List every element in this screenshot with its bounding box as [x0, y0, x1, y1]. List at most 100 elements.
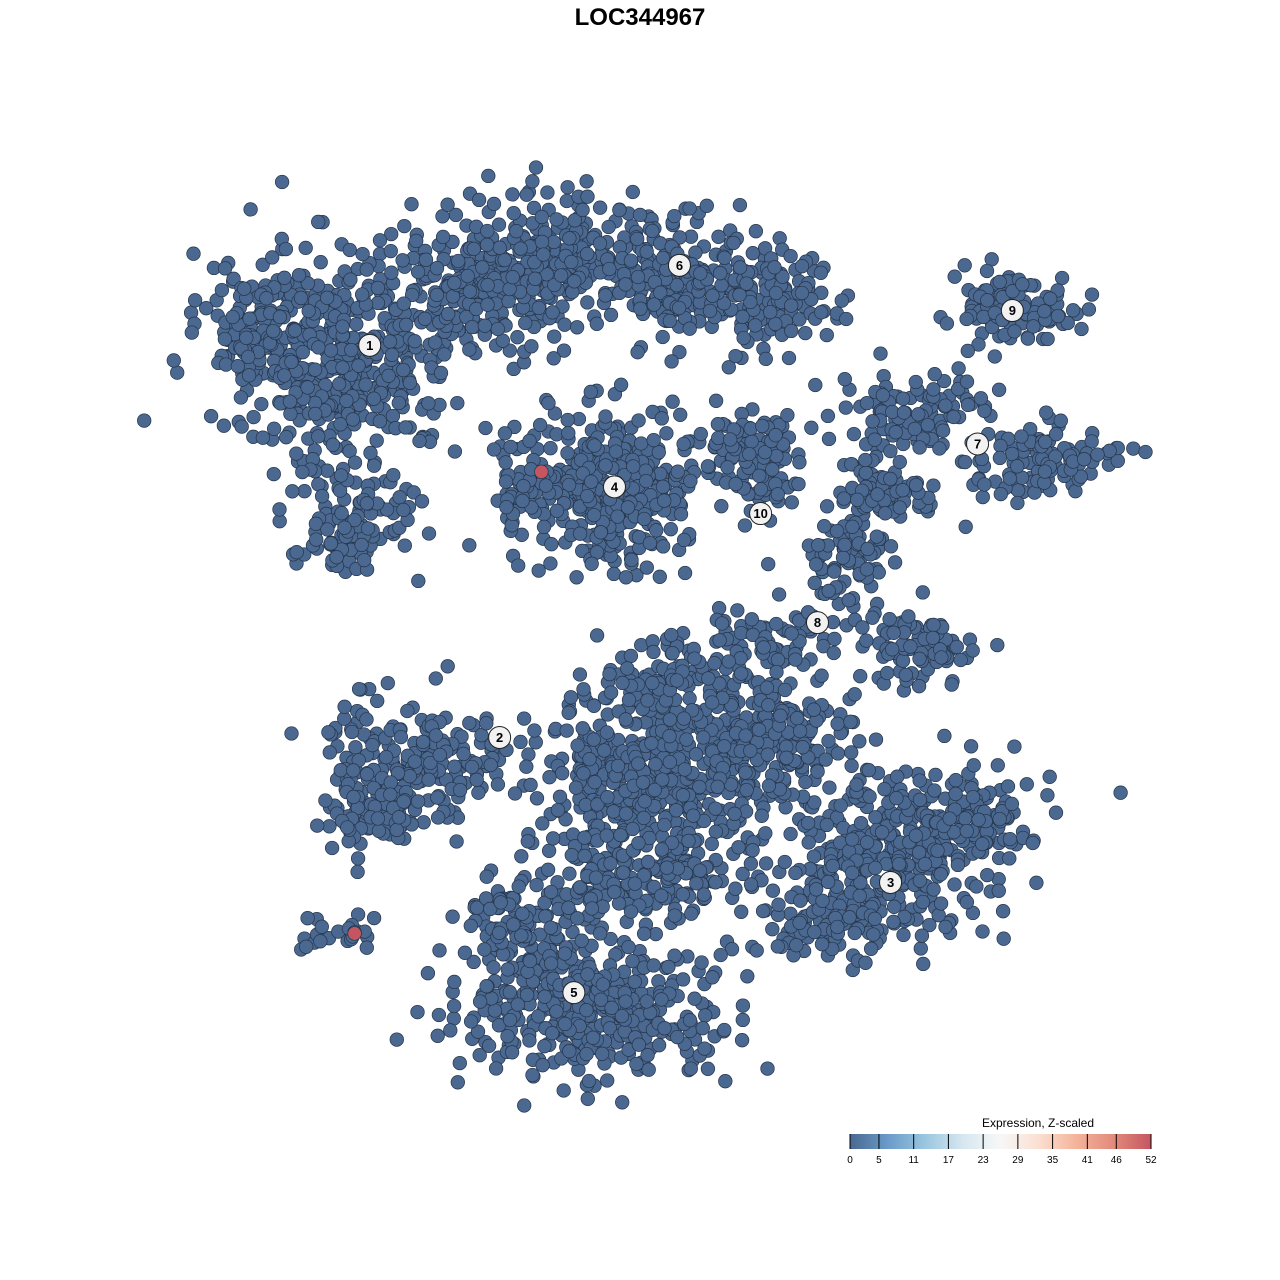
data-point	[827, 564, 842, 579]
data-point	[322, 745, 337, 760]
data-point	[991, 883, 1006, 898]
data-point	[529, 877, 544, 893]
cluster-label-3: 3	[879, 870, 903, 894]
data-point	[676, 436, 691, 452]
data-point	[313, 934, 328, 949]
data-point	[838, 400, 853, 415]
data-point	[300, 380, 315, 395]
data-point	[447, 974, 462, 990]
data-point	[789, 938, 804, 953]
data-point	[460, 268, 475, 284]
data-point	[755, 418, 770, 434]
data-point	[811, 538, 826, 553]
data-point	[499, 500, 514, 515]
data-point	[866, 927, 881, 942]
data-point	[788, 865, 803, 881]
data-point	[639, 244, 654, 259]
data-point	[826, 645, 841, 661]
data-point	[593, 525, 608, 540]
data-point	[309, 532, 324, 547]
data-point	[488, 1061, 504, 1076]
data-point	[334, 506, 349, 521]
data-point	[859, 395, 875, 411]
data-point	[295, 464, 310, 480]
data-point	[464, 759, 480, 775]
data-point	[948, 786, 963, 802]
data-point	[1043, 291, 1058, 306]
data-point	[664, 627, 679, 643]
data-point	[896, 405, 912, 420]
data-point	[396, 794, 411, 809]
data-point	[480, 278, 495, 293]
data-point	[855, 620, 870, 635]
data-point	[515, 493, 530, 509]
data-point	[992, 811, 1007, 827]
data-point	[598, 288, 613, 303]
data-point	[896, 927, 911, 943]
data-point	[654, 842, 669, 857]
data-point	[895, 653, 911, 668]
data-point	[959, 823, 974, 839]
data-point	[971, 812, 986, 827]
data-point	[1084, 287, 1100, 302]
data-point	[726, 235, 741, 251]
data-point	[536, 247, 551, 262]
data-point	[351, 681, 367, 697]
data-point	[246, 409, 261, 425]
data-point	[844, 758, 859, 773]
data-point	[701, 671, 716, 686]
data-point	[621, 939, 636, 955]
data-point	[412, 433, 427, 449]
data-point	[883, 471, 898, 487]
data-point	[300, 911, 315, 926]
data-point	[783, 826, 798, 842]
data-point	[728, 476, 743, 492]
data-point	[562, 866, 577, 881]
data-point	[761, 556, 776, 572]
data-point	[584, 901, 600, 916]
data-point	[767, 260, 782, 275]
data-point	[333, 468, 349, 483]
data-point	[397, 538, 412, 553]
data-point	[740, 969, 755, 984]
data-point	[447, 444, 463, 459]
data-point	[563, 690, 579, 705]
data-point	[324, 840, 340, 856]
data-point	[618, 570, 634, 585]
data-point	[852, 888, 867, 904]
data-point	[1126, 441, 1141, 456]
data-point	[662, 754, 678, 770]
data-point	[682, 201, 697, 216]
data-point	[629, 1056, 644, 1072]
data-point	[859, 562, 875, 577]
data-point	[708, 393, 724, 408]
data-point	[432, 943, 447, 958]
data-point	[486, 960, 501, 975]
data-point	[242, 311, 257, 326]
data-point	[603, 307, 619, 323]
data-point	[344, 724, 360, 740]
data-point	[266, 323, 281, 339]
data-point	[278, 241, 294, 257]
data-point	[996, 931, 1011, 946]
data-point	[399, 317, 414, 332]
data-point	[545, 305, 560, 320]
data-point	[927, 783, 942, 798]
data-point	[321, 725, 336, 740]
data-point	[457, 945, 473, 960]
data-point	[912, 873, 928, 888]
data-point	[588, 870, 604, 885]
data-point	[926, 882, 941, 897]
data-point	[549, 1004, 564, 1019]
data-point	[880, 665, 895, 681]
data-point	[520, 834, 535, 849]
data-point	[516, 711, 532, 726]
data-point	[363, 445, 378, 461]
data-point	[975, 836, 990, 852]
data-point	[311, 214, 326, 230]
data-point	[873, 346, 888, 361]
data-point	[359, 262, 374, 277]
data-point	[780, 408, 795, 423]
data-point	[641, 1062, 656, 1077]
